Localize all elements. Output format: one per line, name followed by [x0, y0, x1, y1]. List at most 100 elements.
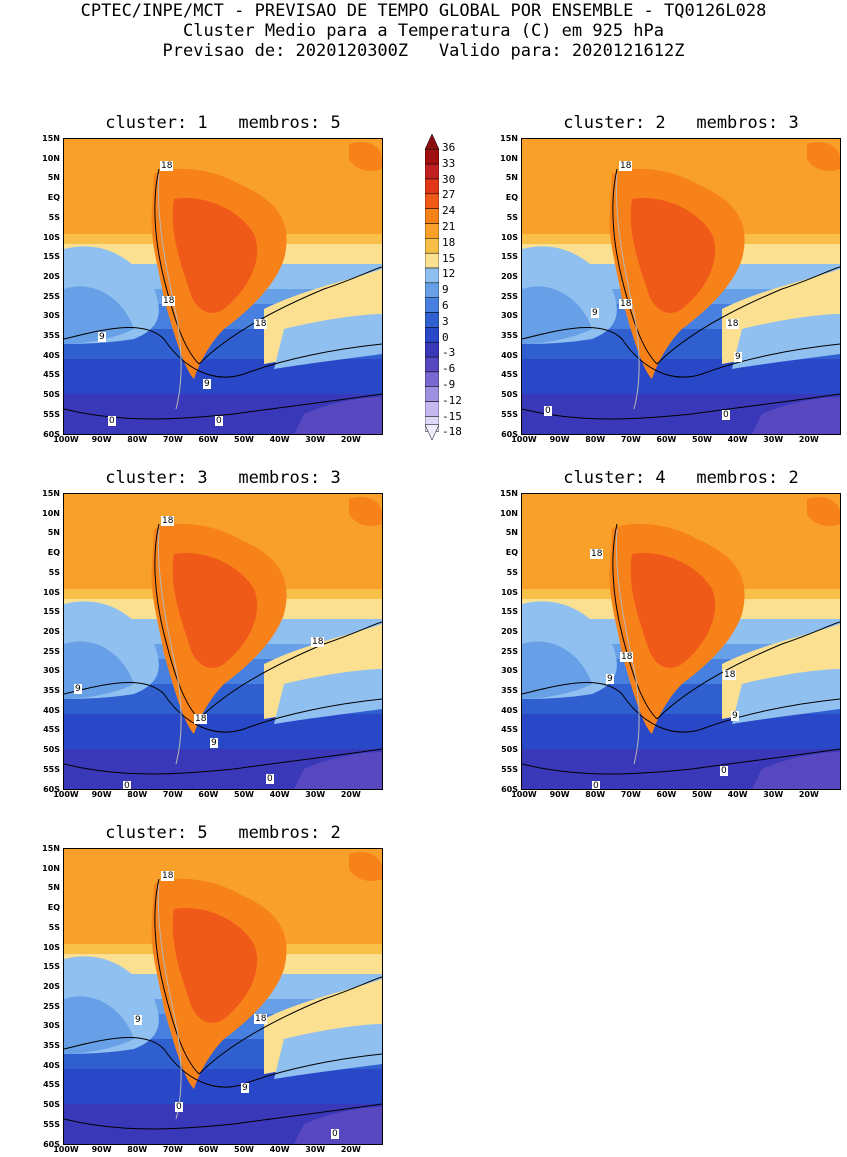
colorbar	[424, 133, 440, 441]
longitude-tick-label: 30W	[763, 790, 784, 799]
latitude-tick-label: 55S	[501, 764, 518, 774]
latitude-tick-label: 55S	[43, 409, 60, 419]
latitude-tick-label: 5N	[505, 173, 518, 183]
colorbar-label: -6	[442, 362, 456, 376]
longitude-tick-label: 100W	[511, 435, 537, 444]
colorbar-label: -12	[442, 393, 462, 407]
longitude-tick-label: 70W	[162, 435, 183, 444]
latitude-tick-label: EQ	[505, 548, 518, 558]
colorbar-segment	[424, 267, 440, 284]
colorbar-segment	[424, 223, 440, 239]
contour-label: 0	[720, 766, 728, 776]
header-line-2: Cluster Medio para a Temperatura (C) em …	[182, 21, 665, 41]
latitude-tick-label: 10S	[43, 942, 60, 952]
longitude-tick-label: 90W	[91, 435, 112, 444]
longitude-tick-label: 30W	[305, 1145, 326, 1154]
longitude-tick-label: 50W	[692, 790, 712, 799]
contour-label: 9	[591, 308, 599, 318]
latitude-tick-label: 50S	[501, 745, 518, 755]
latitude-tick-label: EQ	[47, 193, 60, 203]
longitude-tick-label: 20W	[798, 790, 819, 799]
latitude-tick-label: 45S	[501, 725, 518, 735]
longitude-tick-label: 40W	[269, 435, 290, 444]
latitude-tick-label: 40S	[43, 1060, 60, 1070]
latitude-tick-label: 20S	[501, 626, 518, 636]
contour-label: 18	[311, 637, 325, 647]
contour-label: 18	[619, 299, 633, 309]
latitude-tick-label: 60S	[43, 429, 60, 439]
colorbar-label: -3	[442, 346, 456, 360]
latitude-tick-label: 10N	[500, 508, 518, 518]
longitude-tick-label: 60W	[198, 1145, 219, 1154]
colorbar-label: 6	[442, 299, 449, 312]
temperature-map: 18 18 9 9 0 0	[63, 848, 383, 1145]
contour-label: 18	[194, 714, 208, 724]
contour-label: 9	[203, 379, 211, 389]
latitude-tick-label: 5S	[506, 212, 518, 222]
longitude-tick-label: 100W	[53, 435, 79, 444]
colorbar-segment	[424, 163, 440, 180]
longitude-tick-label: 60W	[656, 790, 677, 799]
longitude-tick-label: 50W	[234, 1145, 254, 1154]
longitude-tick-label: 60W	[198, 435, 219, 444]
latitude-tick-label: 5S	[506, 567, 518, 577]
longitude-tick-label: 80W	[127, 435, 148, 444]
contour-label: 0	[331, 1129, 339, 1139]
longitude-tick-label: 70W	[620, 435, 641, 444]
panel-title: cluster: 3 membros: 3	[105, 468, 341, 488]
longitude-tick-label: 20W	[340, 435, 361, 444]
longitude-tick-label: 30W	[305, 790, 326, 799]
latitude-tick-label: 10S	[501, 232, 518, 242]
colorbar-segment	[424, 252, 440, 269]
latitude-tick-label: 10N	[500, 153, 518, 163]
latitude-tick-label: 55S	[43, 1119, 60, 1129]
longitude-tick-label: 20W	[340, 790, 361, 799]
latitude-tick-label: 5S	[48, 212, 60, 222]
latitude-tick-label: 10S	[501, 587, 518, 597]
longitude-tick-label: 90W	[549, 435, 570, 444]
latitude-tick-label: 20S	[43, 981, 60, 991]
contour-label: 9	[98, 332, 106, 342]
latitude-tick-label: 15S	[501, 252, 518, 262]
latitude-tick-label: 10N	[42, 508, 60, 518]
contour-label: 18	[254, 319, 268, 329]
latitude-tick-label: 35S	[43, 1041, 60, 1050]
latitude-tick-label: EQ	[505, 193, 518, 203]
latitude-tick-label: EQ	[47, 548, 60, 558]
contour-label: 18	[161, 516, 175, 526]
longitude-tick-label: 70W	[162, 790, 183, 799]
contour-label: 18	[723, 670, 737, 680]
latitude-tick-label: 40S	[501, 705, 518, 715]
longitude-tick-label: 90W	[91, 790, 112, 799]
temperature-map: 18 18 18 9 9 0 0	[521, 493, 841, 790]
contour-label: 18	[590, 549, 604, 559]
longitude-tick-label: 80W	[127, 1145, 148, 1154]
longitude-tick-label: 80W	[127, 790, 148, 799]
latitude-tick-label: 30S	[43, 1021, 60, 1031]
latitude-tick-label: 50S	[43, 1100, 60, 1110]
latitude-tick-label: 35S	[43, 686, 60, 695]
contour-label: 9	[731, 711, 739, 721]
longitude-tick-label: 20W	[798, 435, 819, 444]
latitude-tick-label: 20S	[43, 626, 60, 636]
longitude-tick-label: 70W	[620, 790, 641, 799]
contour-label: 9	[210, 738, 218, 748]
colorbar-segment	[424, 401, 440, 417]
colorbar-label: 3	[442, 314, 449, 328]
contour-label: 0	[266, 774, 274, 784]
latitude-tick-label: 5N	[47, 528, 60, 538]
colorbar-label: 18	[442, 235, 456, 249]
latitude-tick-label: 45S	[43, 1080, 60, 1090]
latitude-tick-label: 10S	[43, 587, 60, 597]
latitude-tick-label: 50S	[501, 390, 518, 400]
longitude-tick-label: 60W	[656, 435, 677, 444]
longitude-tick-label: 40W	[727, 435, 748, 444]
latitude-tick-label: 5N	[47, 883, 60, 893]
longitude-tick-label: 30W	[305, 435, 326, 444]
contour-label: 0	[108, 416, 116, 426]
header-line-3: Previsao de: 2020120300Z Valido para: 20…	[162, 41, 685, 61]
colorbar-label: 0	[442, 330, 449, 344]
latitude-tick-label: 10N	[42, 863, 60, 873]
latitude-tick-label: 30S	[43, 311, 60, 321]
colorbar-label: 12	[442, 267, 456, 281]
